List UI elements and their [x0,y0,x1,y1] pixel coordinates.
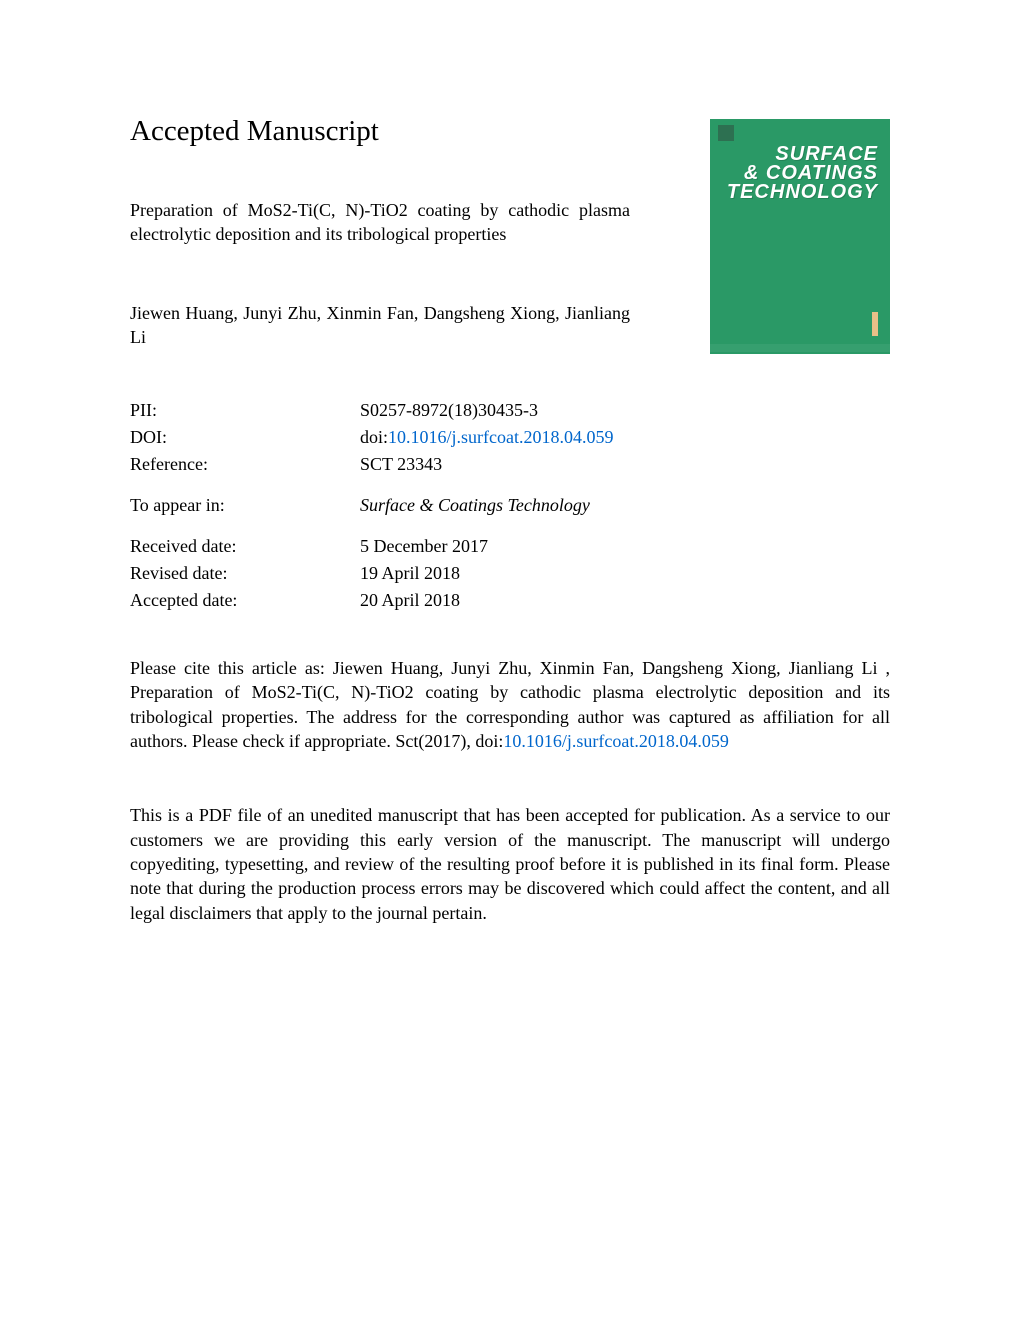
revised-label: Revised date: [130,560,360,587]
citation-paragraph: Please cite this article as: Jiewen Huan… [130,656,890,753]
meta-row-doi: DOI: doi:10.1016/j.surfcoat.2018.04.059 [130,424,890,451]
header-row: Accepted Manuscript Preparation of MoS2-… [130,115,890,389]
cover-accent-bar-icon [872,312,878,336]
metadata-table: PII: S0257-8972(18)30435-3 DOI: doi:10.1… [130,397,890,614]
meta-row-received: Received date: 5 December 2017 [130,533,890,560]
received-value: 5 December 2017 [360,533,890,560]
accepted-value: 20 April 2018 [360,587,890,614]
page-container: Accepted Manuscript Preparation of MoS2-… [0,0,1020,925]
journal-cover-title: SURFACE & COATINGS TECHNOLOGY [727,145,878,202]
meta-row-revised: Revised date: 19 April 2018 [130,560,890,587]
meta-row-pii: PII: S0257-8972(18)30435-3 [130,397,890,424]
accepted-manuscript-heading: Accepted Manuscript [130,115,690,148]
journal-cover-image: SURFACE & COATINGS TECHNOLOGY [710,119,890,354]
meta-row-appear: To appear in: Surface & Coatings Technol… [130,492,890,519]
doi-label: DOI: [130,424,360,451]
citation-doi-link[interactable]: 10.1016/j.surfcoat.2018.04.059 [503,731,728,751]
reference-label: Reference: [130,451,360,478]
pii-label: PII: [130,397,360,424]
article-authors: Jiewen Huang, Junyi Zhu, Xinmin Fan, Dan… [130,301,630,350]
received-label: Received date: [130,533,360,560]
appear-value: Surface & Coatings Technology [360,492,890,519]
cover-line-3: TECHNOLOGY [727,183,878,202]
doi-prefix: doi: [360,427,388,447]
meta-row-reference: Reference: SCT 23343 [130,451,890,478]
accepted-label: Accepted date: [130,587,360,614]
meta-row-accepted: Accepted date: 20 April 2018 [130,587,890,614]
article-title: Preparation of MoS2-Ti(C, N)-TiO2 coatin… [130,198,630,247]
revised-value: 19 April 2018 [360,560,890,587]
elsevier-logo-icon [718,125,734,141]
doi-value: doi:10.1016/j.surfcoat.2018.04.059 [360,424,890,451]
appear-label: To appear in: [130,492,360,519]
disclaimer-paragraph: This is a PDF file of an unedited manusc… [130,803,890,924]
reference-value: SCT 23343 [360,451,890,478]
header-left: Accepted Manuscript Preparation of MoS2-… [130,115,710,389]
doi-link[interactable]: 10.1016/j.surfcoat.2018.04.059 [388,427,613,447]
cover-footer-strip [710,344,890,352]
pii-value: S0257-8972(18)30435-3 [360,397,890,424]
